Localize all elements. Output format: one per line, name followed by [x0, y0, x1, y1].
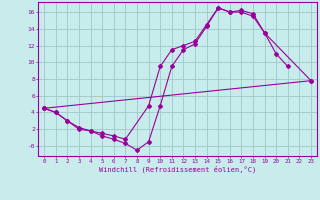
X-axis label: Windchill (Refroidissement éolien,°C): Windchill (Refroidissement éolien,°C) [99, 166, 256, 173]
